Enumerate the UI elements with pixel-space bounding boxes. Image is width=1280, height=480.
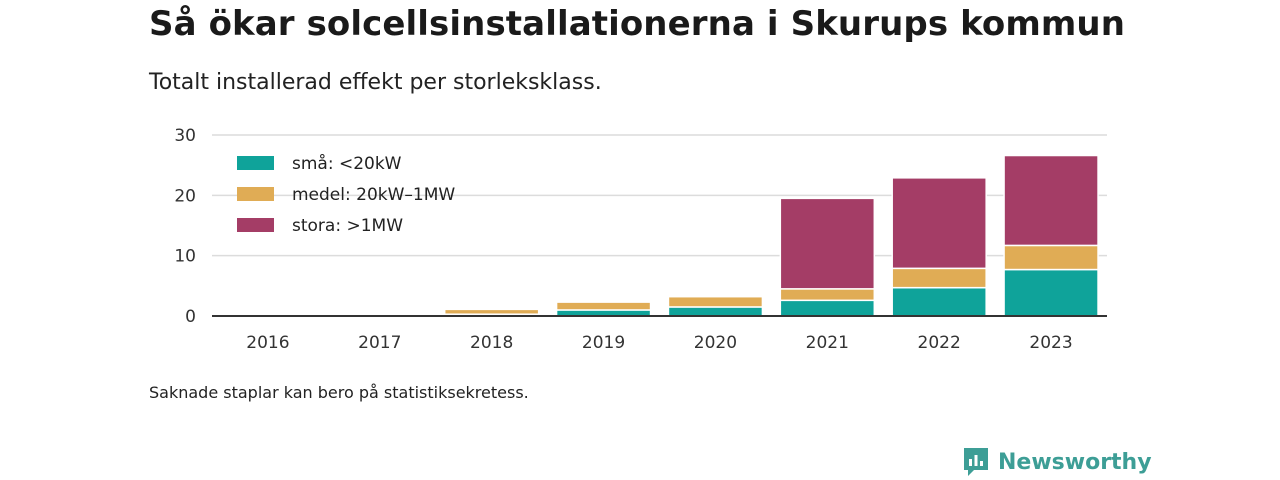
chart-subtitle: Totalt installerad effekt per storlekskl… [149,70,602,95]
bar-segment [779,197,876,290]
brand-logo: Newsworthy [962,446,1152,478]
bar-segment [891,267,987,289]
x-tick-label: 2022 [918,333,961,353]
legend-label: stora: >1MW [292,216,403,236]
x-axis: 2016 2017 2018 2019 2020 2021 2022 2023 [212,315,1107,353]
y-tick-label: 20 [174,186,196,206]
x-tick-label: 2021 [806,333,849,353]
bar-segment [443,308,540,315]
bar-segment [779,299,876,317]
bars [443,154,1099,317]
bar-segment [667,295,764,308]
y-tick-label: 30 [174,126,196,146]
x-tick-label: 2020 [694,333,737,353]
footnote: Saknade staplar kan bero på statistiksek… [149,383,529,402]
legend-swatch [237,187,274,201]
bar-segment [779,288,876,302]
bar-segment [1003,244,1099,271]
x-tick-label: 2018 [470,333,513,353]
y-tick-label: 0 [185,307,196,327]
y-axis: 0 10 20 30 [174,126,196,327]
x-tick-label: 2023 [1029,333,1072,353]
legend: små: <20kW medel: 20kW–1MW stora: >1MW [237,153,455,236]
legend-label: små: <20kW [292,153,402,174]
legend-label: medel: 20kW–1MW [292,185,455,205]
legend-swatch [237,218,274,232]
bar-segment [667,306,764,317]
bar-segment [555,301,652,311]
legend-swatch [237,156,274,170]
bar-segment [1003,268,1099,317]
brand-name: Newsworthy [998,449,1152,475]
stacked-bar-chart: 0 10 20 30 2016 2017 2018 2019 2020 2021 2022 2023… [174,126,1107,353]
x-tick-label: 2017 [358,333,401,353]
y-tick-label: 10 [174,247,196,267]
bar-segment [1003,154,1099,247]
chart-title: Så ökar solcellsinstallationerna i Skuru… [149,4,1126,44]
bar-segment [891,286,987,317]
newsworthy-logo-icon [964,448,988,476]
x-tick-label: 2019 [582,333,625,353]
x-tick-label: 2016 [246,333,289,353]
bar-segment [891,177,987,270]
